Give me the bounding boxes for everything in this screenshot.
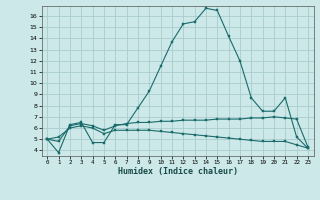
X-axis label: Humidex (Indice chaleur): Humidex (Indice chaleur) [118,167,237,176]
